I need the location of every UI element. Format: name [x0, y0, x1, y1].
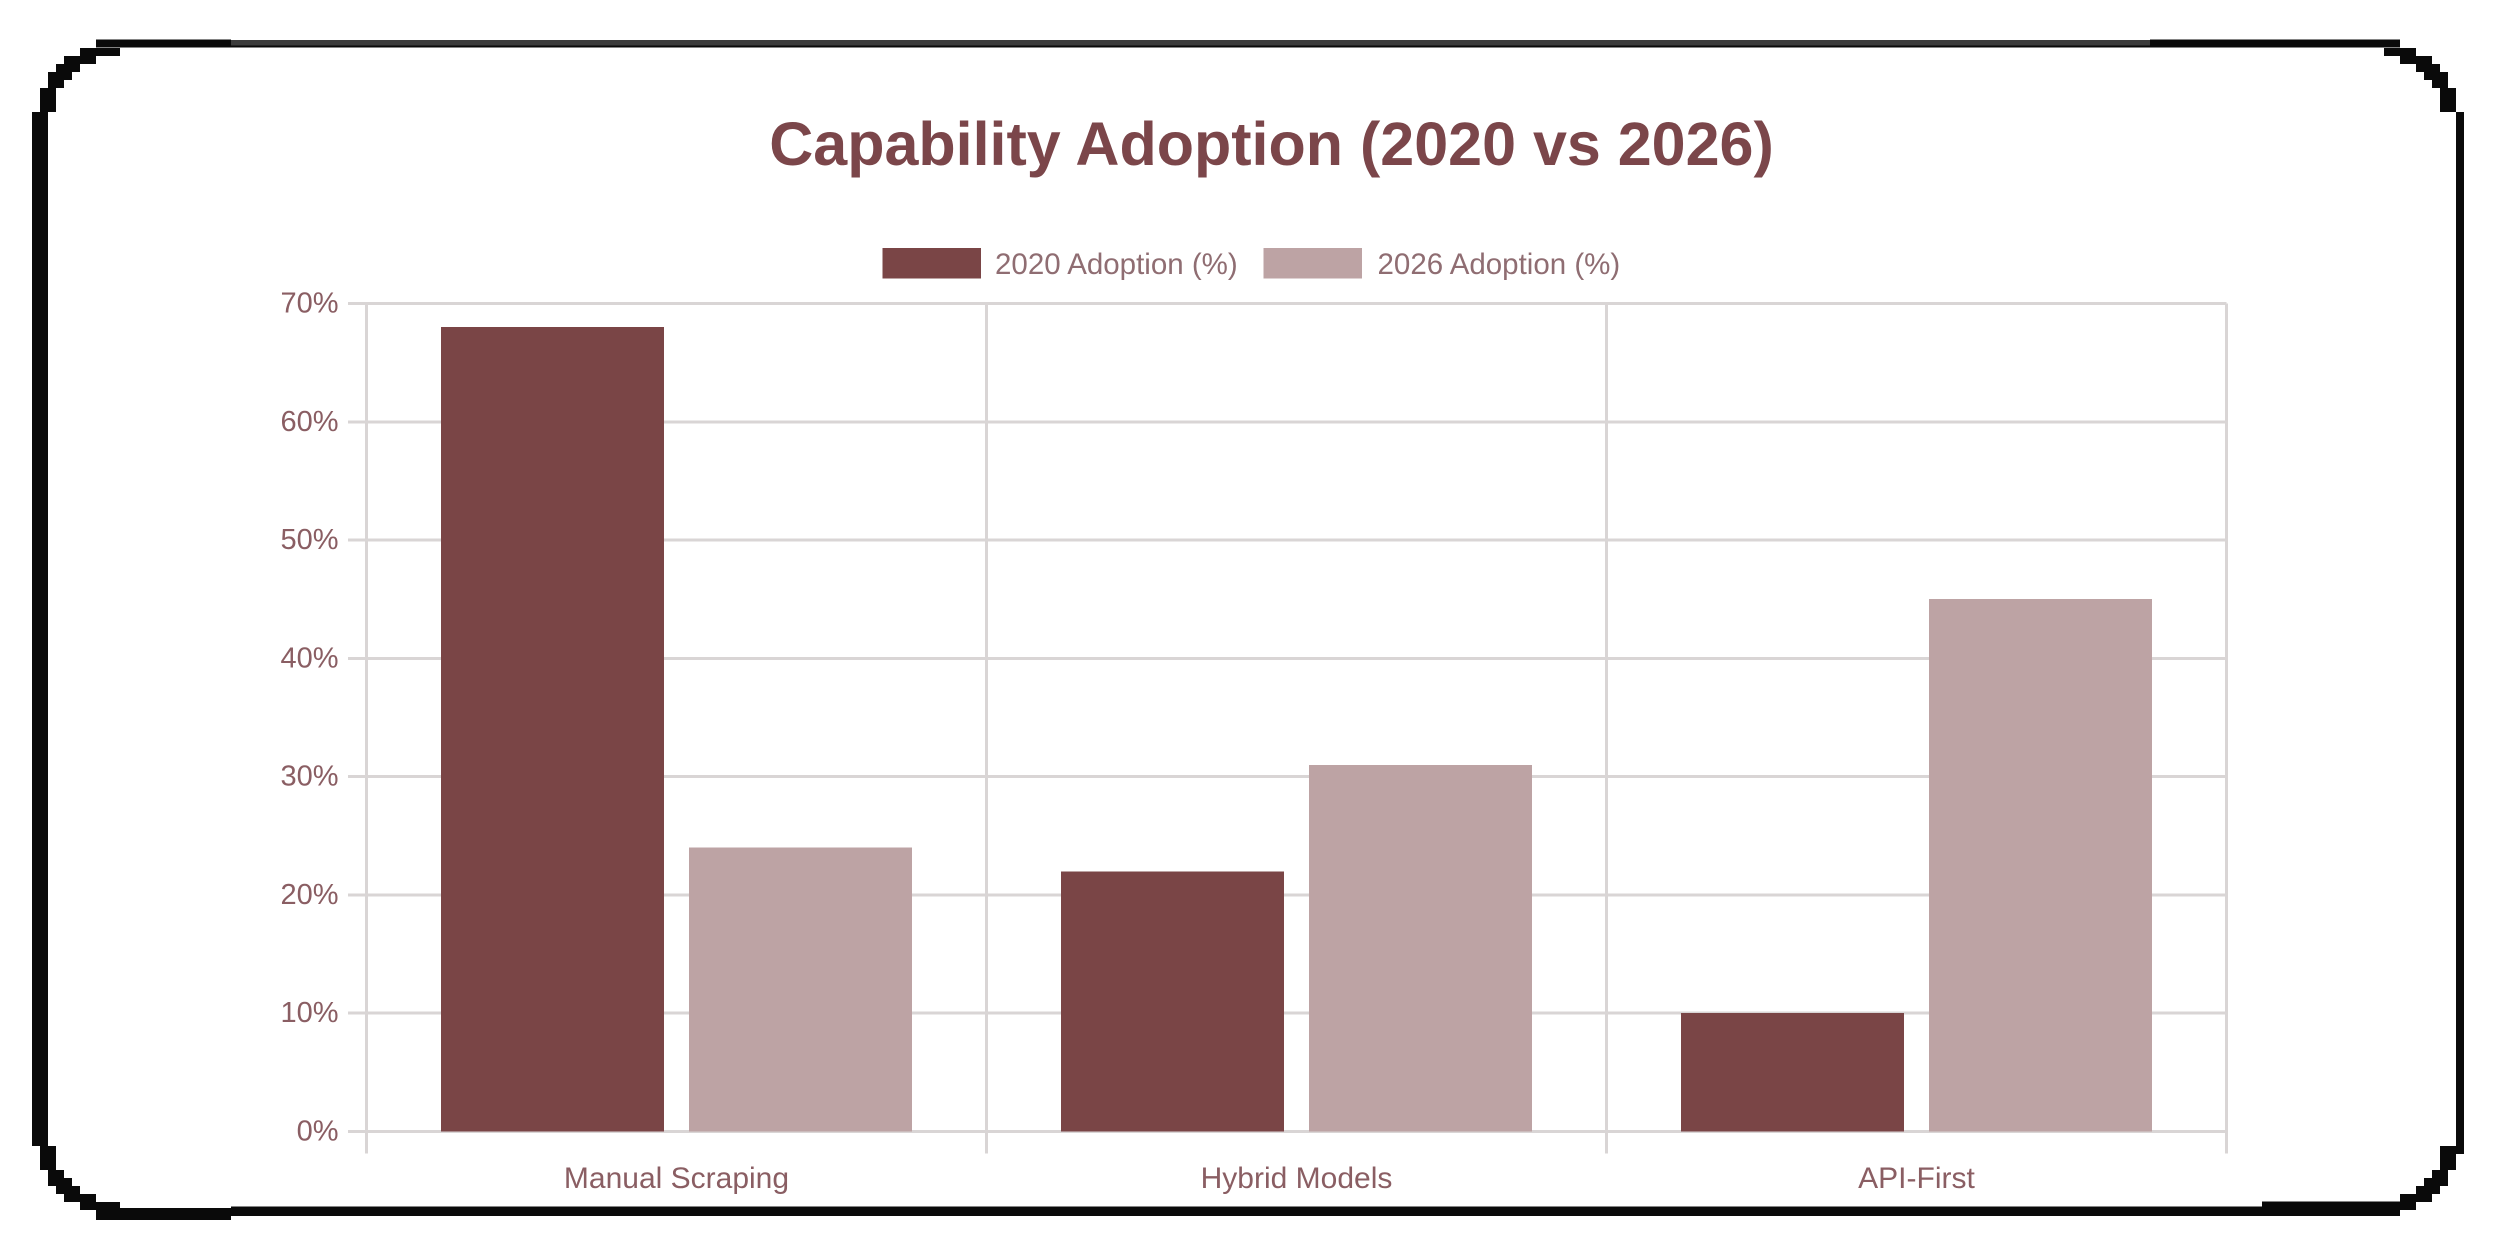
- svg-text:2026 Adoption (%): 2026 Adoption (%): [1378, 248, 1621, 281]
- svg-text:10%: 10%: [280, 997, 338, 1029]
- svg-text:2020 Adoption (%): 2020 Adoption (%): [995, 248, 1238, 281]
- svg-text:Hybrid Models: Hybrid Models: [1201, 1162, 1393, 1195]
- svg-text:70%: 70%: [280, 288, 338, 320]
- svg-text:0%: 0%: [297, 1116, 339, 1148]
- svg-text:30%: 30%: [280, 761, 338, 793]
- svg-text:Manual Scraping: Manual Scraping: [564, 1162, 789, 1195]
- svg-text:Capability Adoption (2020 vs 2: Capability Adoption (2020 vs 2026): [769, 110, 1774, 178]
- svg-text:50%: 50%: [280, 524, 338, 556]
- svg-text:20%: 20%: [280, 879, 338, 911]
- svg-text:API-First: API-First: [1858, 1162, 1975, 1195]
- svg-text:60%: 60%: [280, 406, 338, 438]
- svg-text:40%: 40%: [280, 642, 338, 674]
